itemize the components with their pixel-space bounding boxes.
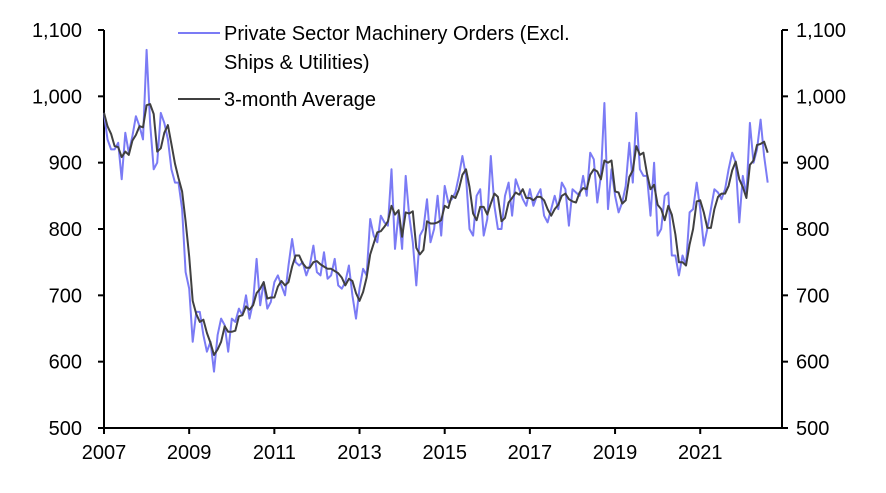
- legend-label-raw-2: Ships & Utilities): [224, 52, 370, 74]
- x-tick-label: 2021: [678, 442, 723, 464]
- legend-label-avg: 3-month Average: [224, 89, 376, 111]
- right-y-tick-label: 500: [796, 418, 829, 440]
- right-y-tick-label: 800: [796, 219, 829, 241]
- legend-label-raw-1: Private Sector Machinery Orders (Excl.: [224, 23, 570, 45]
- right-y-tick-label: 600: [796, 352, 829, 374]
- left-y-tick-label: 700: [49, 285, 82, 307]
- right-y-tick-label: 1,000: [796, 86, 846, 108]
- left-y-tick-label: 900: [49, 153, 82, 175]
- x-tick-label: 2019: [593, 442, 638, 464]
- right-y-tick-label: 900: [796, 153, 829, 175]
- left-y-tick-label: 1,000: [32, 86, 82, 108]
- series-line-machinery-orders: [103, 48, 769, 373]
- left-y-tick-label: 500: [49, 418, 82, 440]
- x-tick-label: 2009: [167, 442, 212, 464]
- x-tick-label: 2007: [82, 442, 127, 464]
- right-y-tick-label: 1,100: [796, 20, 846, 42]
- series-line-3-month-average: [103, 103, 769, 356]
- x-tick-label: 2011: [253, 442, 296, 464]
- left-y-tick-label: 800: [49, 219, 82, 241]
- right-y-tick-label: 700: [796, 285, 829, 307]
- left-y-tick-label: 1,100: [32, 20, 82, 42]
- legend: Private Sector Machinery Orders (Excl. S…: [178, 23, 570, 111]
- x-tick-label: 2015: [422, 442, 467, 464]
- left-y-tick-label: 600: [49, 352, 82, 374]
- x-tick-label: 2017: [508, 442, 553, 464]
- x-tick-label: 2013: [337, 442, 382, 464]
